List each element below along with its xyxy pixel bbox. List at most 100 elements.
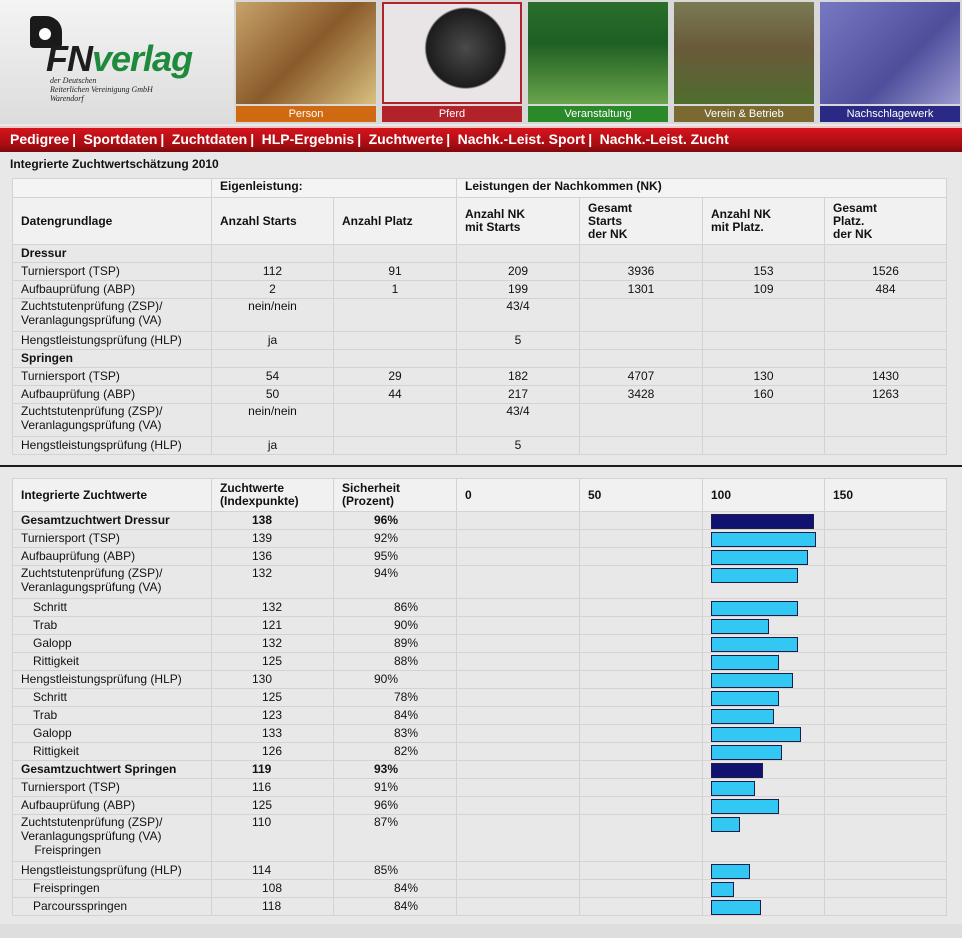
zw-index: 121 <box>211 616 334 635</box>
total-value-bar <box>711 763 763 778</box>
zw-index: 114 <box>211 861 334 880</box>
zw-percent: 85% <box>333 861 457 880</box>
value-bar <box>711 709 774 724</box>
zw-row: Gesamtzuchtwert Springen 119 93% <box>12 760 947 779</box>
zw-row: Turniersport (TSP) 139 92% <box>12 529 947 548</box>
zw-row: Rittigkeit 125 88% <box>12 652 947 671</box>
column-header: Gesamt Platz. der NK <box>824 197 948 245</box>
zw-row: Parcoursspringen 118 84% <box>12 897 947 916</box>
table-row: Hengstleistungsprüfung (HLP) ja 5 <box>12 436 948 455</box>
zw-index: 125 <box>211 796 334 815</box>
table-cell: 4707 <box>579 367 704 386</box>
value-bar <box>711 619 769 634</box>
bar-cell <box>702 529 825 548</box>
zw-label: Trab <box>12 706 212 725</box>
zw-label: Freispringen <box>12 879 212 898</box>
zw-label: Schritt <box>12 598 212 617</box>
zw-percent: 90% <box>333 670 457 689</box>
table-cell: 153 <box>702 262 826 281</box>
zw-percent: 96% <box>333 511 457 530</box>
zw-label: Aufbauprüfung (ABP) <box>12 547 212 566</box>
event-photo <box>528 2 668 104</box>
tile-pferd[interactable]: Pferd <box>380 0 524 124</box>
zw-row: Zuchtstutenprüfung (ZSP)/Veranlagungsprü… <box>12 814 947 862</box>
zw-row: Aufbauprüfung (ABP) 136 95% <box>12 547 947 566</box>
table-cell: 5 <box>456 331 581 350</box>
table-cell: 130 <box>702 367 826 386</box>
zw-row: Turniersport (TSP) 116 91% <box>12 778 947 797</box>
zw-header-row: Integrierte Zuchtwerte Zuchtwerte (Indexpu… <box>12 478 947 512</box>
table-cell: 5 <box>456 436 581 455</box>
row-label: Turniersport (TSP) <box>12 262 212 281</box>
table-cell: 182 <box>456 367 581 386</box>
zw-row: Freispringen 108 84% <box>12 879 947 898</box>
zw-row: Rittigkeit 126 82% <box>12 742 947 761</box>
table-cell <box>824 436 948 455</box>
header-row: Datengrundlage Anzahl Starts Anzahl Platz A… <box>12 197 948 245</box>
tile-label: Pferd <box>382 106 522 122</box>
zw-percent: 83% <box>333 724 457 743</box>
tile-label: Nachschlagewerk <box>820 106 960 122</box>
zw-index: 136 <box>211 547 334 566</box>
scale-tick: 0 <box>456 478 580 512</box>
table-cell: 484 <box>824 280 948 299</box>
column-header: Anzahl Platz <box>332 197 458 245</box>
nav-nachk-leist-zucht[interactable]: Nachk.-Leist. Zucht <box>599 131 729 147</box>
column-header: Sicherheit (Prozent) <box>333 478 457 512</box>
zw-label: Rittigkeit <box>12 742 212 761</box>
scale-tick: 50 <box>579 478 703 512</box>
bar-cell <box>702 814 825 862</box>
person-photo <box>236 2 376 104</box>
zw-label: Schritt <box>12 688 212 707</box>
value-bar <box>711 673 793 688</box>
nav-zuchtwerte[interactable]: Zuchtwerte <box>368 131 444 147</box>
table-row: Turniersport (TSP) 54 29 182 4707 130 1430 <box>12 367 948 386</box>
zw-label: Rittigkeit <box>12 652 212 671</box>
table-cell: ja <box>211 331 334 350</box>
zw-row: Zuchtstutenprüfung (ZSP)/Veranlagungsprü… <box>12 565 947 599</box>
table-cell: ja <box>211 436 334 455</box>
table-cell <box>702 403 826 437</box>
zw-row: Trab 121 90% <box>12 616 947 635</box>
bar-cell <box>702 897 825 916</box>
nav-pedigree[interactable]: Pedigree <box>10 131 70 147</box>
nav-zuchtdaten[interactable]: Zuchtdaten <box>171 131 248 147</box>
breeding-values-table: Integrierte Zuchtwerte Zuchtwerte (Indexpu… <box>12 478 947 916</box>
tile-veranstaltung[interactable]: Veranstaltung <box>526 0 670 124</box>
table-cell: 3428 <box>579 385 704 404</box>
bar-cell <box>702 778 825 797</box>
table-cell: 1430 <box>824 367 948 386</box>
tile-nachschlagewerk[interactable]: Nachschlagewerk <box>818 0 962 124</box>
value-bar <box>711 745 782 760</box>
zw-label: Parcoursspringen <box>12 897 212 916</box>
tile-person[interactable]: Person <box>234 0 378 124</box>
zw-label: Turniersport (TSP) <box>12 529 212 548</box>
column-header: Anzahl NK mit Platz. <box>702 197 826 245</box>
horse-photo <box>382 2 522 104</box>
table-cell: 54 <box>211 367 334 386</box>
zw-label: Trab <box>12 616 212 635</box>
table-cell: 50 <box>211 385 334 404</box>
value-bar <box>711 691 779 706</box>
zw-index: 126 <box>211 742 334 761</box>
value-bar <box>711 900 761 915</box>
table-cell: 91 <box>332 262 458 281</box>
nav-sportdaten[interactable]: Sportdaten <box>83 131 158 147</box>
zw-label: Zuchtstutenprüfung (ZSP)/Veranlagungsprü… <box>12 565 212 599</box>
bottom-scroll-area <box>0 924 962 938</box>
zw-index: 132 <box>211 598 334 617</box>
column-header: Anzahl Starts <box>211 197 334 245</box>
fn-verlag-logo[interactable]: FNverlag der Deutschen Reiterlichen Vere… <box>0 0 234 124</box>
table-cell: 3936 <box>579 262 704 281</box>
zw-row: Aufbauprüfung (ABP) 125 96% <box>12 796 947 815</box>
zw-percent: 95% <box>333 547 457 566</box>
zw-label: Gesamtzuchtwert Dressur <box>12 511 212 530</box>
value-bar <box>711 727 801 742</box>
tile-verein-betrieb[interactable]: Verein & Betrieb <box>672 0 816 124</box>
tile-label: Veranstaltung <box>528 106 668 122</box>
bar-cell <box>702 688 825 707</box>
zw-index: 133 <box>211 724 334 743</box>
table-cell: 1301 <box>579 280 704 299</box>
nav-nachk-leist-sport[interactable]: Nachk.-Leist. Sport <box>457 131 586 147</box>
nav-hlp-ergebnis[interactable]: HLP-Ergebnis <box>261 131 355 147</box>
